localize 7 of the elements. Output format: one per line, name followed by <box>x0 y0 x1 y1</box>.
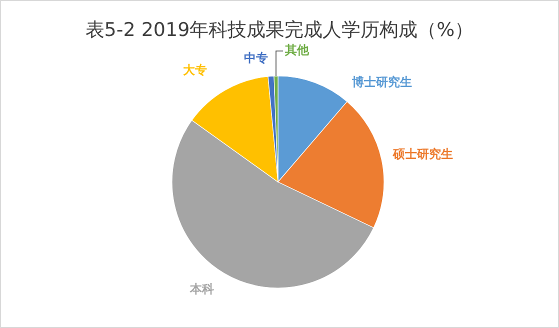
slice-label: 博士研究生 <box>351 75 412 89</box>
slice-label: 中专 <box>244 51 268 65</box>
slice-label: 大专 <box>183 63 207 77</box>
chart-title: 表5-2 2019年科技成果完成人学历构成（%） <box>85 19 474 41</box>
slice-label: 本科 <box>189 282 214 296</box>
slice-label: 硕士研究生 <box>392 147 453 161</box>
slice-label: 其他 <box>284 43 310 57</box>
